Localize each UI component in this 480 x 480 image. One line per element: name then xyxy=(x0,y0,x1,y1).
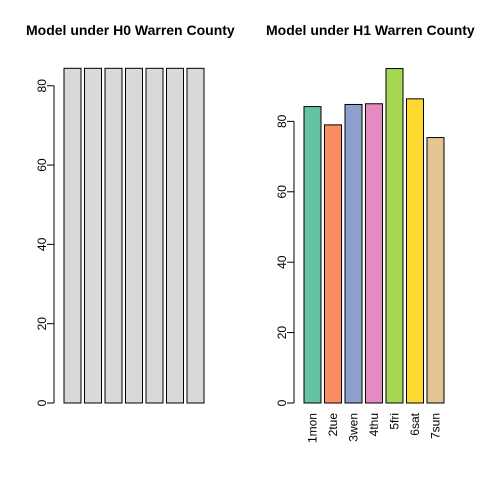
right-x-category-label: 2tue xyxy=(326,413,340,437)
left-bar-2tue xyxy=(84,67,102,404)
left-chart-title: Model under H0 Warren County xyxy=(26,22,235,38)
left-y-tick-label: 0 xyxy=(35,399,49,406)
right-bar-4thu xyxy=(365,103,383,404)
right-bar-5fri xyxy=(385,68,404,404)
left-bar-6sat xyxy=(166,67,184,404)
right-x-category-label: 4thu xyxy=(367,413,381,436)
left-y-tick-label: 20 xyxy=(35,317,49,331)
right-x-category-label: 1mon xyxy=(306,413,320,443)
right-bar-6sat xyxy=(406,98,424,404)
right-bar-7sun xyxy=(426,137,445,404)
left-bar-4thu xyxy=(125,67,143,404)
right-chart-title: Model under H1 Warren County xyxy=(266,22,475,38)
left-y-tick-label: 60 xyxy=(35,158,49,172)
left-y-tick-label: 80 xyxy=(35,79,49,93)
right-x-category-label: 7sun xyxy=(429,413,443,439)
left-chart-panel: Model under H0 Warren County 0 20 40 60 80 xyxy=(26,22,235,406)
right-x-category-label: 5fri xyxy=(388,413,402,430)
left-bar-1mon xyxy=(63,67,82,404)
left-y-tick-label: 40 xyxy=(35,237,49,251)
right-y-tick-label: 20 xyxy=(275,326,289,340)
right-bar-3wen xyxy=(344,103,363,404)
right-chart-panel: Model under H1 Warren County 0 20 40 60 80 1mo… xyxy=(266,22,475,443)
left-bar-7sun xyxy=(186,67,205,404)
left-bar-5fri xyxy=(145,67,164,404)
right-y-tick-label: 0 xyxy=(275,399,289,406)
right-x-category-label: 6sat xyxy=(408,412,422,435)
right-x-category-label: 3wen xyxy=(347,413,361,442)
left-bar-3wen xyxy=(104,67,123,404)
right-bar-1mon xyxy=(303,106,322,404)
right-bar-2tue xyxy=(324,124,342,404)
right-y-tick-label: 60 xyxy=(275,185,289,199)
right-y-tick-label: 40 xyxy=(275,255,289,269)
right-y-tick-label: 80 xyxy=(275,114,289,128)
